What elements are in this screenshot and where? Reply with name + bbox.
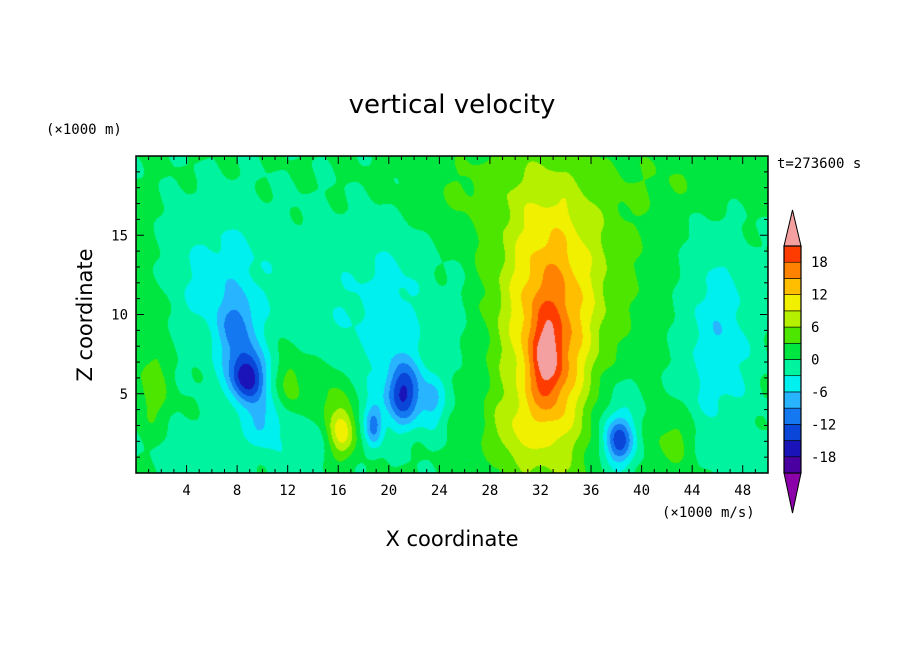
time-label: t=273600 s [777, 156, 861, 172]
colorbar-band [783, 326, 802, 344]
colorbar-top-extension [783, 209, 802, 247]
colorbar-band [783, 359, 802, 377]
colorbar-band [783, 424, 802, 441]
x-tick-label: 20 [380, 483, 397, 499]
y-tick-label: 10 [111, 308, 128, 324]
colorbar: 18 12 6 0 -6 -12 -18 [783, 209, 836, 514]
x-tick-label: 44 [684, 483, 701, 499]
colorbar-tick-label: 6 [811, 320, 819, 336]
colorbar-tick-label: -12 [811, 417, 836, 433]
x-tick-label: 48 [734, 483, 751, 499]
x-tick-label: 36 [583, 483, 600, 499]
colorbar-tick-label: 18 [811, 255, 828, 271]
colorbar-tick-label: 12 [811, 288, 828, 304]
y-tick-label: 15 [111, 228, 128, 244]
x-tick-label: 16 [330, 483, 347, 499]
colorbar-tick-label: -6 [811, 385, 828, 401]
y-tick-label: 5 [120, 387, 128, 403]
x-tick-label: 40 [633, 483, 650, 499]
y-axis: 5 10 15 [111, 171, 768, 458]
colorbar-frame [783, 245, 802, 474]
contour-plot-area [135, 155, 769, 474]
colorbar-bottom-extension [783, 472, 802, 514]
colorbar-band [783, 456, 802, 474]
colorbar-band [783, 294, 802, 312]
x-tick-label: 4 [182, 483, 190, 499]
x-unit-label: (×1000 m/s) [662, 505, 755, 521]
colorbar-tick-label: 0 [811, 353, 819, 369]
colorbar-band [783, 310, 802, 328]
colorbar-band [783, 278, 802, 295]
x-tick-label: 24 [431, 483, 448, 499]
colorbar-band [783, 391, 802, 409]
x-axis: 4 8 12 16 20 24 28 32 36 40 44 48 [148, 156, 756, 499]
colorbar-band [783, 245, 802, 263]
colorbar-band [783, 375, 802, 393]
colorbar-band [783, 261, 802, 279]
x-tick-label: 8 [233, 483, 241, 499]
velocity-contour-field [136, 156, 768, 473]
y-axis-label: Z coordinate [73, 248, 97, 381]
x-tick-label: 12 [279, 483, 296, 499]
colorbar-band [783, 440, 802, 458]
colorbar-band [783, 407, 802, 425]
y-unit-label: (×1000 m) [46, 122, 122, 138]
x-axis-label: X coordinate [385, 527, 518, 551]
x-tick-label: 32 [532, 483, 549, 499]
colorbar-tick-label: -18 [811, 450, 836, 466]
colorbar-band [783, 342, 802, 360]
x-tick-label: 28 [481, 483, 498, 499]
chart-title: vertical velocity [349, 90, 556, 120]
